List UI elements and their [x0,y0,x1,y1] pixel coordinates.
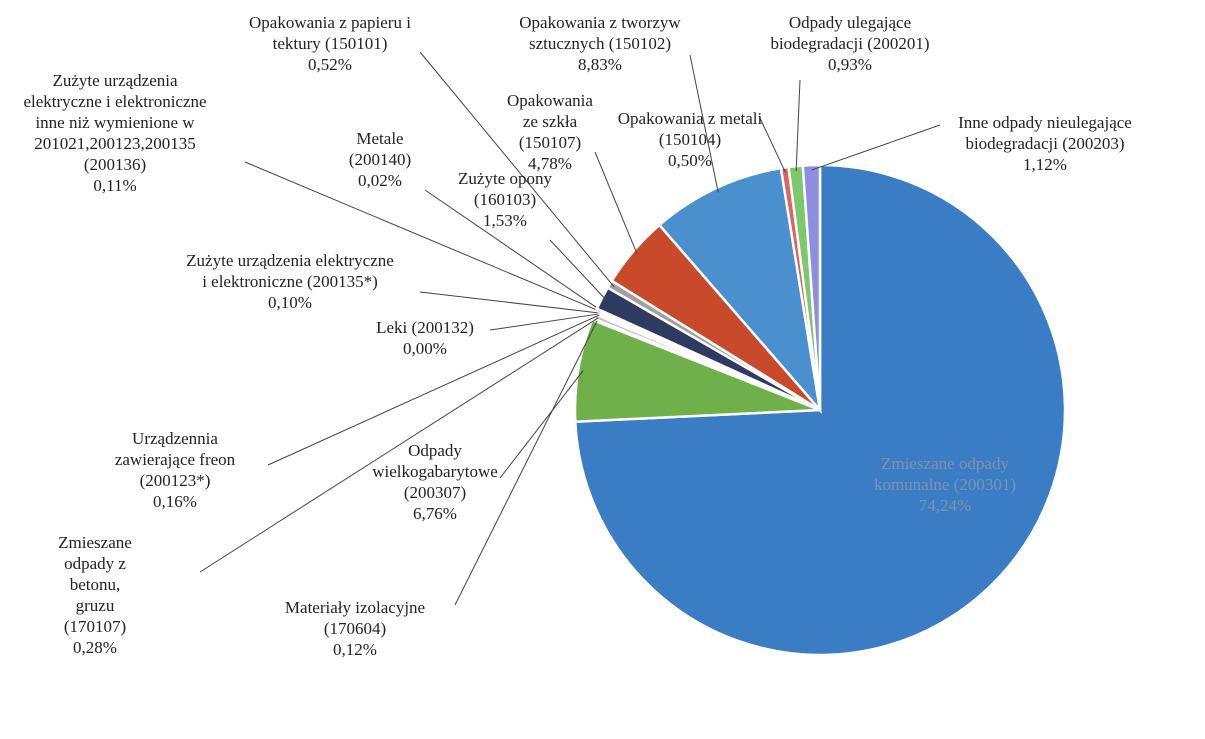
category-label: Urządzennia zawierające freon (200123*) [114,429,236,490]
category-label: Zużyte opony (160103) [458,169,552,209]
slice-label: Opakowania z tworzyw sztucznych (150102)… [510,12,690,75]
leader-line [795,79,801,172]
pie-slice [657,166,822,415]
leader-line [267,314,600,466]
slice-label: Leki (200132) 0,00% [370,317,480,359]
slice-label: Opakowania z papieru i tektury (150101) 0… [235,12,425,75]
slice-label: Zmieszane odpady z betonu, gruzu (170107… [50,532,140,658]
slice-label: Metale (200140) 0,02% [335,128,425,191]
category-label: Zmieszane odpady z betonu, gruzu (170107… [58,533,132,636]
value-label: 0,10% [268,293,312,312]
category-label: Inne odpady nieulegające biodegradacji (… [958,113,1132,153]
value-label: 6,76% [413,504,457,523]
category-label: Opakowania ze szkła (150107) [507,91,593,152]
value-label: 0,11% [93,176,137,195]
leader-line [199,317,599,573]
leader-line [689,54,719,193]
category-label: Materiały izolacyjne (170604) [284,598,426,638]
value-label: 8,83% [578,55,622,74]
slice-label: Inne odpady nieulegające biodegradacji (… [930,112,1160,175]
value-label: 4,78% [528,154,572,173]
category-label: Odpady wielkogabarytowe (200307) [372,441,498,502]
slice-label: Urządzennia zawierające freon (200123*) 0… [100,428,250,512]
slice-label: Odpady wielkogabarytowe (200307) 6,76% [370,440,500,524]
slice-label: Zużyte urządzenia elektryczne i elektron… [13,70,218,196]
slice-label: Zużyte opony (160103) 1,53% [450,168,560,231]
category-label: Metale (200140) [348,129,412,169]
leader-line [811,124,941,171]
category-label: Zmieszane odpady komunalne (200301) [873,454,1017,494]
value-label: 0,50% [668,151,712,170]
category-label: Opakowania z metali (150104) [617,109,763,149]
leader-line [499,370,584,479]
category-label: Zużyte urządzenia elektryczne i elektron… [23,71,207,174]
value-label: 0,52% [308,55,352,74]
slice-label: Materiały izolacyjne (170604) 0,12% [265,597,445,660]
category-label: Zużyte urządzenia elektryczne i elektron… [186,251,394,291]
value-label: 74,24% [918,496,972,515]
pie-slice [801,163,822,411]
slice-label: Zużyte urządzenia elektryczne i elektron… [185,250,395,313]
value-label: 0,16% [153,492,197,511]
category-label: Odpady ulegające biodegradacji (200201) [770,13,930,53]
value-label: 0,00% [403,339,447,358]
value-label: 0,12% [333,640,377,659]
leader-line [419,51,615,288]
leader-line [424,189,602,312]
leader-line [759,117,786,173]
value-label: 1,12% [1023,155,1067,174]
slice-label: Zmieszane odpady komunalne (200301) 74,24… [850,453,1040,516]
leader-line [244,161,602,313]
category-label: Opakowania z tworzyw sztucznych (150102) [519,13,681,53]
slice-label: Opakowania ze szkła (150107) 4,78% [500,90,600,174]
value-label: 0,28% [73,638,117,657]
category-label: Opakowania z papieru i tektury (150101) [249,13,411,53]
slice-label: Odpady ulegające biodegradacji (200201) 0… [765,12,935,75]
leader-line [594,151,638,255]
leader-line [454,320,598,606]
category-label: Leki (200132) [376,318,474,337]
slice-label: Opakowania z metali (150104) 0,50% [610,108,770,171]
value-label: 0,93% [828,55,872,74]
leader-line [489,313,601,331]
leader-line [549,239,607,301]
value-label: 0,02% [358,171,402,190]
value-label: 1,53% [483,211,527,230]
leader-line [419,291,601,314]
